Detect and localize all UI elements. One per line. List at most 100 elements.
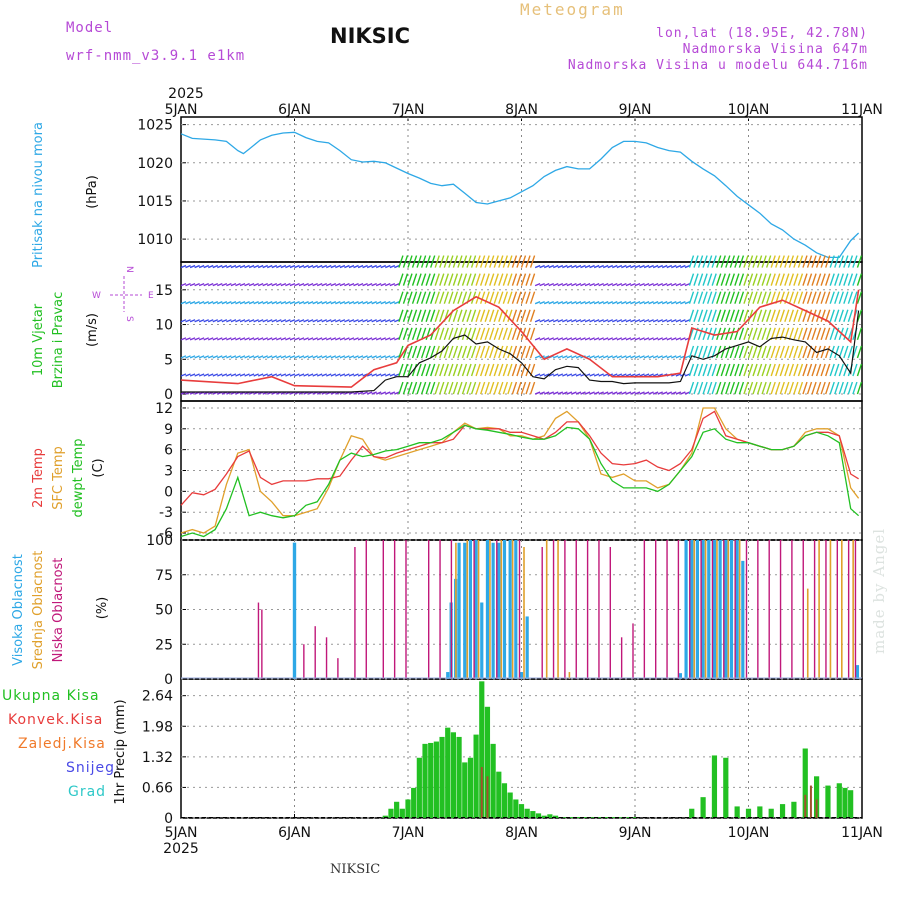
wind-barb [661,391,668,395]
precip-bar [507,792,513,818]
wind-barb [289,373,296,377]
wind-barb [235,337,241,341]
wind-barb [475,309,481,322]
wind-barb [571,373,577,377]
wind-barb [652,373,659,377]
wind-barb [262,264,268,269]
wind-barb [706,381,713,395]
wind-barb [548,373,554,377]
wind-barb [793,381,799,395]
wind-barb [729,345,736,359]
wind-barb [221,282,228,287]
wind-barb [262,301,268,305]
elevation-label: Nadmorska Visina 647m [682,42,868,57]
wind-barb [398,345,404,359]
wind-barb [217,355,223,359]
wind-barb [811,363,817,377]
wind-barb [616,355,623,359]
wind-barb [217,282,223,287]
wind-barb [439,327,445,341]
wind-barb [720,381,726,395]
sfc-temp-line [180,407,860,534]
wind-barb [697,255,704,268]
wind-barb [575,355,582,359]
wind-barb [621,337,627,341]
wind-barb [639,282,645,287]
wind-barb [335,301,341,305]
wind-barb [557,301,564,305]
wind-barb [770,255,776,268]
wind-barb [339,301,346,305]
ytick-label: 1.32 [142,750,173,766]
wind-barb [684,355,691,359]
wind-barb [280,264,287,269]
wind-barb [398,273,404,286]
wind-barb [298,264,305,269]
wind-barb [479,291,486,304]
wind-barb [307,355,314,359]
wind-barb [244,319,250,323]
wind-barb [666,264,673,269]
wind-barb [557,391,564,395]
wind-barb [738,273,745,286]
wind-barb [198,319,205,323]
precip-bar [569,817,576,818]
wind-barb [411,381,418,395]
wind-barb [507,363,513,377]
wind-barb [489,255,495,268]
pressure-series [180,131,860,259]
wind-barb [566,301,573,305]
wind-barb [788,255,795,268]
wind-barb [439,309,445,322]
wind-barb [675,264,682,269]
wind-barb [520,309,527,322]
wind-barb [797,255,804,268]
wind-barb [838,291,844,304]
ytick-label: 25 [155,637,173,653]
wind-barb [207,319,214,323]
wind-barb [598,282,604,287]
wind-barb [802,363,808,377]
wind-barb [693,273,699,286]
wind-barb [706,291,713,304]
wind-barb [198,264,205,269]
wind-barb [584,282,591,287]
wind-barb [267,282,273,287]
wind-barb [625,337,632,341]
wind-barb [793,273,799,286]
wind-barb [470,255,477,268]
wind-barb [366,301,373,305]
wind-barb [248,301,255,305]
wind-barb [825,327,831,341]
wind-barb [666,282,673,287]
wind-barb [198,282,205,287]
wind-barb [312,282,318,287]
wind-barb [380,373,387,377]
wind-barb [461,345,468,359]
wind-barb [420,363,427,377]
wind-barb [652,264,659,269]
wind-barb [226,373,232,377]
wind-barb [294,337,300,341]
top-tick-label: 7JAN [392,102,425,118]
wind-barb [185,282,191,287]
wind-barb [847,273,854,286]
bottom-tick-label: 5JAN [165,825,198,841]
wind-barb [470,327,477,341]
wind-barb [612,373,618,377]
wind-barb [484,381,490,395]
wind-barb [566,373,573,377]
wind-barb [738,255,745,268]
wind-barb [371,264,377,269]
wind-barb [407,345,413,359]
wind-barb [834,363,840,377]
wind-barb [280,282,287,287]
wind-barb [734,363,740,377]
wind-barb [321,282,327,287]
wind-barb [385,391,391,395]
wind-barb [529,381,536,395]
wind-barb [348,282,355,287]
wind-barb [856,309,863,322]
wind-barb [498,327,504,341]
wind-barb [702,363,708,377]
